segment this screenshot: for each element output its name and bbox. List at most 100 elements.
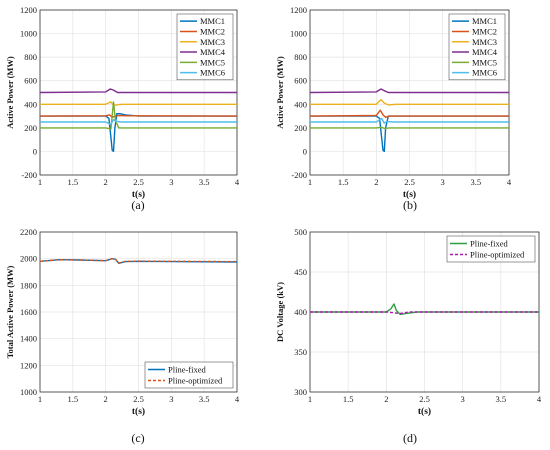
y-tick-label: 350: [294, 347, 307, 357]
y-tick-label: 200: [24, 123, 37, 133]
panel-caption: (c): [131, 431, 144, 445]
series-line-mmc4: [309, 88, 509, 94]
x-tick-label: 2.5: [404, 177, 415, 187]
y-tick-label: 0: [303, 146, 307, 156]
x-tick-label: 1.5: [338, 177, 349, 187]
legend-entry: MMC1: [472, 16, 497, 26]
x-tick-label: 2.5: [133, 394, 144, 404]
x-tick-label: 3: [169, 394, 173, 404]
chart-panel-4: 1 1.5 2 2.5 3 3.5 4 300 350 400 450 500 t(s) DC Volta…: [275, 227, 542, 445]
x-tick-label: 4: [537, 394, 542, 404]
legend-entry: MMC5: [200, 57, 225, 67]
x-tick-label: 3: [441, 177, 445, 187]
series-line-mmc2: [39, 114, 238, 119]
legend-entry: Pline-optimized: [168, 376, 223, 386]
series-line-mmc6: [40, 118, 237, 126]
series-line-mmc4: [39, 88, 237, 94]
x-tick-label: 2: [384, 394, 388, 404]
legend-entry: MMC3: [472, 37, 497, 47]
y-tick-label: 600: [294, 76, 307, 86]
series-line-mmc6: [310, 117, 509, 124]
x-tick-label: 1: [38, 394, 42, 404]
y-axis-label: DC Voltage (kV): [275, 282, 285, 342]
legend-entry: Pline-fixed: [470, 239, 509, 249]
series-line-mmc3: [310, 98, 509, 106]
y-tick-label: 800: [24, 52, 37, 62]
y-tick-label: 1600: [20, 307, 37, 317]
series-line-mmc5: [310, 126, 509, 130]
chart-panel-3: 1 1.5 2 2.5 3 3.5 4 1000 1200 1400 1600 1800 2000 220…: [5, 227, 240, 445]
x-tick-label: 3: [169, 177, 173, 187]
legend-box: [448, 13, 506, 81]
x-tick-label: 1.5: [343, 394, 354, 404]
y-tick-label: 1000: [20, 387, 37, 397]
x-tick-label: 1.5: [68, 177, 79, 187]
legend-entry: MMC2: [200, 26, 225, 36]
x-tick-label: 1.5: [68, 394, 79, 404]
panel-caption: (b): [403, 198, 417, 212]
y-tick-label: 1400: [20, 334, 37, 344]
y-tick-label: 300: [294, 387, 307, 397]
y-tick-label: 600: [24, 76, 37, 86]
legend-entry: MMC4: [200, 47, 226, 57]
x-tick-label: 4: [235, 394, 240, 404]
y-tick-label: 1000: [20, 29, 37, 39]
x-tick-label: 2: [104, 394, 108, 404]
axes-frame: [39, 231, 238, 393]
x-tick-label: 1: [308, 177, 312, 187]
y-tick-label: 450: [294, 267, 307, 277]
y-axis-label: Total Active Power (MW): [5, 265, 15, 358]
y-tick-label: 200: [294, 123, 307, 133]
chart-panel-1: 1 1.5 2 2.5 3 3.5 4 -200 0 200 400 600 800 1000 1200 t(…: [5, 5, 240, 212]
y-tick-label: -200: [21, 170, 37, 180]
legend-entry: MMC4: [472, 47, 498, 57]
x-tick-label: 1: [38, 177, 42, 187]
series-line-pline-fixed: [310, 303, 539, 316]
x-tick-label: 1: [308, 394, 312, 404]
legend-box: [176, 13, 234, 81]
series-line-mmc1: [40, 112, 237, 153]
x-tick-label: 3.5: [496, 394, 507, 404]
legend-entry: MMC6: [472, 68, 497, 78]
y-tick-label: 400: [24, 99, 37, 109]
series-line-pline-optimized: [310, 311, 539, 315]
y-tick-label: 0: [33, 146, 37, 156]
y-axis-label: Active Power (MW): [5, 56, 15, 129]
y-tick-label: 2000: [20, 254, 37, 264]
legend-entry: MMC6: [200, 68, 225, 78]
y-tick-label: 1200: [290, 5, 307, 15]
y-tick-label: 400: [294, 99, 307, 109]
panel-caption: (d): [403, 431, 417, 445]
y-tick-label: 1200: [20, 360, 37, 370]
x-tick-label: 3.5: [199, 177, 210, 187]
legend-entry: MMC5: [472, 57, 497, 67]
x-tick-label: 2.5: [419, 394, 430, 404]
y-tick-label: -200: [291, 170, 307, 180]
series-line-mmc2: [309, 109, 509, 119]
x-tick-label: 3.5: [471, 177, 482, 187]
chart-panel-2: 1 1.5 2 2.5 3 3.5 4 -200 0 200 400 600 800 1000 1200 t(…: [275, 5, 512, 212]
x-tick-label: 4: [235, 177, 240, 187]
x-axis-label: t(s): [403, 189, 416, 200]
y-tick-label: 400: [294, 307, 307, 317]
y-axis-label: Active Power (MW): [275, 56, 285, 129]
y-tick-label: 800: [294, 52, 307, 62]
x-tick-label: 2.5: [133, 177, 144, 187]
x-axis-label: t(s): [132, 406, 145, 417]
y-tick-label: 1000: [290, 29, 307, 39]
series-line-pline-optimized: [39, 258, 238, 264]
legend-entry: Pline-fixed: [168, 365, 207, 375]
legend-box: [446, 235, 536, 263]
legend-box: [144, 361, 234, 389]
legend-entry: MMC3: [200, 37, 225, 47]
x-tick-label: 3.5: [199, 394, 210, 404]
x-tick-label: 4: [507, 177, 512, 187]
x-tick-label: 2: [374, 177, 378, 187]
x-axis-label: t(s): [418, 406, 431, 417]
series-line-mmc5: [40, 101, 237, 130]
y-tick-label: 1200: [20, 5, 37, 15]
panel-caption: (a): [131, 198, 144, 212]
x-axis-label: t(s): [132, 189, 145, 200]
legend-entry: Pline-optimized: [470, 250, 525, 260]
